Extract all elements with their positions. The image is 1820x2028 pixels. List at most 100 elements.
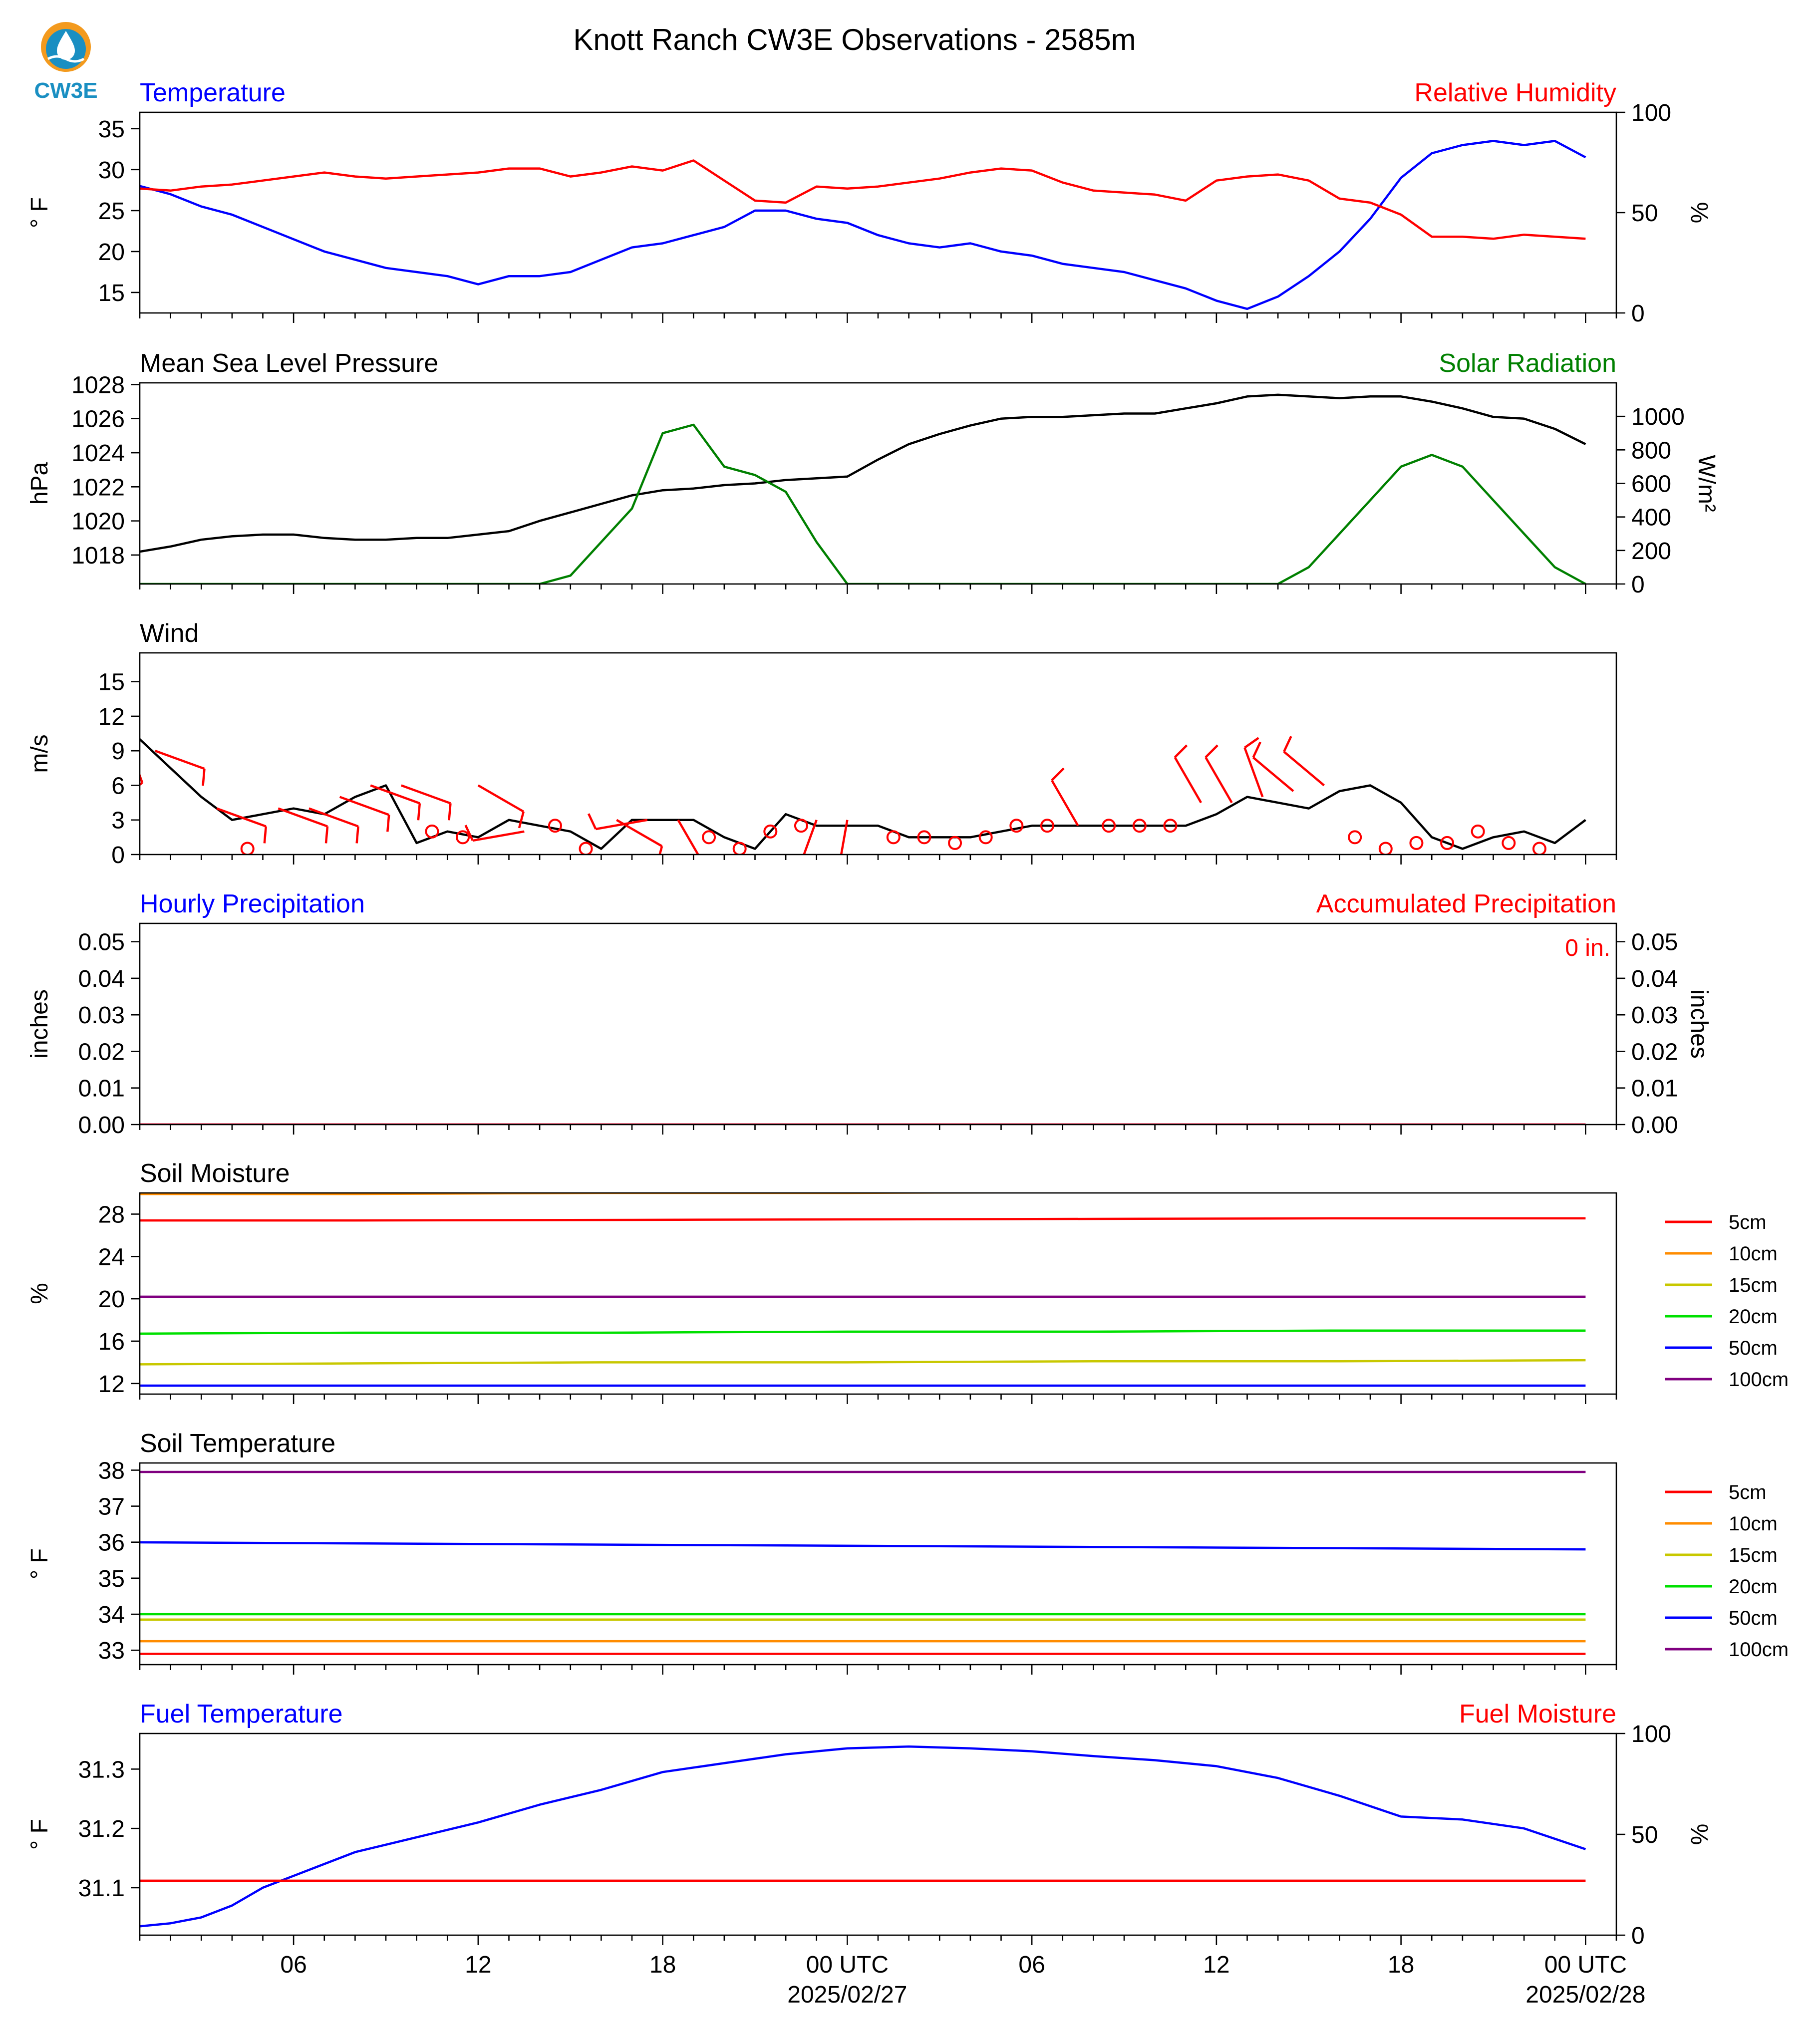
ytick-label-right: 50 — [1631, 200, 1658, 227]
series-line-10cm — [140, 1193, 1586, 1195]
ytick-label-right: 0.00 — [1631, 1112, 1678, 1139]
wind-barb-staff — [803, 819, 818, 855]
series-line-temperature — [140, 140, 1586, 310]
wind-barb-staff — [477, 784, 524, 813]
xtick-label: 00 UTC — [1544, 1952, 1627, 1978]
wind-barb-flag — [202, 768, 206, 786]
wind-barb-staff — [1243, 747, 1264, 798]
series-line-mean-sea-level-pressure — [140, 393, 1586, 554]
wind-barb-staff — [1205, 757, 1233, 804]
ytick-label-left: 35 — [98, 116, 125, 143]
ytick-label-left: 0 — [111, 842, 125, 869]
legend: 5cm 10cm 15cm 20cm 50cm 100cm — [1665, 1211, 1789, 1391]
wind-calm-marker — [1348, 830, 1362, 845]
ytick-label-left: 6 — [111, 773, 125, 799]
wind-barb-staff — [1174, 757, 1203, 804]
ytick-label-right: 50 — [1631, 1822, 1658, 1848]
ytick-label-left: 0.02 — [78, 1039, 125, 1065]
legend-label: 20cm — [1729, 1576, 1778, 1598]
legend-label: 50cm — [1729, 1607, 1778, 1629]
ytick-label-left: 1026 — [71, 406, 125, 433]
wind-calm-marker — [240, 842, 255, 855]
legend-label: 100cm — [1729, 1639, 1789, 1661]
ytick-label-right: 0.01 — [1631, 1076, 1678, 1102]
wind-barb-staff — [596, 819, 648, 831]
wind-barb-staff — [278, 807, 328, 828]
ytick-label-right: 0 — [1631, 300, 1645, 327]
panel-title-right: Accumulated Precipitation — [1316, 889, 1616, 918]
wind-calm-marker — [1009, 819, 1024, 833]
plot-frame — [139, 922, 1617, 1126]
ytick-label-left: 33 — [98, 1638, 125, 1664]
wind-barb-flag — [1252, 741, 1261, 758]
ytick-label-right: 100 — [1631, 100, 1671, 126]
wind-barb-flag — [518, 811, 525, 829]
plot-frame — [139, 382, 1617, 585]
legend-label: 10cm — [1729, 1243, 1778, 1265]
wind-barb — [339, 796, 390, 832]
wind-barb — [1252, 741, 1294, 792]
ytick-label-left: 16 — [98, 1329, 125, 1355]
ytick-label-left: 24 — [98, 1244, 125, 1270]
wind-barb — [1051, 767, 1079, 827]
ylabel-left: % — [26, 1283, 53, 1304]
ytick-label-right: 100 — [1631, 1721, 1671, 1747]
wind-barb-flag — [324, 826, 329, 844]
wind-barb — [216, 807, 267, 844]
wind-calm-marker — [1532, 842, 1546, 855]
ytick-label-left: 20 — [98, 1286, 125, 1313]
wind-barb — [278, 807, 329, 844]
panel-title-left: Mean Sea Level Pressure — [140, 349, 438, 378]
ylabel-left: inches — [26, 989, 53, 1059]
ylabel-right: % — [1686, 202, 1712, 224]
wind-calm-marker — [1102, 819, 1116, 833]
series-group — [140, 1470, 1586, 1655]
wind-barb — [308, 807, 359, 844]
wind-barb-flag — [417, 803, 421, 821]
ylabel-left: ° F — [26, 1548, 53, 1579]
xtick-label: 06 — [1018, 1952, 1045, 1978]
figure-title: Knott Ranch CW3E Observations - 2585m — [573, 23, 1136, 56]
ytick-label-left: 1028 — [71, 372, 125, 398]
ytick-label-left: 0.05 — [78, 929, 125, 956]
wind-calm-marker — [579, 842, 593, 855]
wind-barb — [370, 784, 421, 821]
wind-barb — [1283, 736, 1325, 787]
wind-barb — [803, 819, 818, 855]
wind-barb — [464, 825, 525, 842]
ytick-label-left: 31.1 — [78, 1875, 125, 1902]
water-drop-icon — [57, 31, 75, 60]
xtick-label: 06 — [280, 1952, 306, 1978]
panels: Temperature Relative Humidity152025303505… — [26, 78, 1789, 2008]
ytick-label-left: 38 — [98, 1457, 125, 1484]
wind-calm-marker — [456, 830, 470, 845]
wind-barb — [477, 784, 525, 829]
ytick-label-left: 0.04 — [78, 966, 125, 992]
wind-calm-marker — [917, 830, 931, 845]
panel-wind: Wind 0 3 6 9 12 15 m/s — [26, 619, 1617, 869]
xtick-label: 18 — [1388, 1952, 1414, 1978]
ytick-label-left: 1018 — [71, 543, 125, 569]
ytick-label-left: 3 — [111, 808, 125, 834]
wind-barb-staff — [472, 830, 525, 842]
wind-barb-flag — [1174, 744, 1188, 758]
wind-calm-marker — [548, 819, 562, 833]
wind-calm-marker — [978, 830, 993, 845]
plot-frame — [139, 1192, 1617, 1395]
series-group — [140, 393, 1586, 584]
panel-title-left: Soil Temperature — [140, 1429, 335, 1458]
wind-barb-staff — [308, 807, 359, 828]
xtick-date-label: 2025/02/27 — [787, 1982, 907, 2008]
series-group — [140, 1193, 1586, 1387]
wave-icon — [47, 55, 85, 63]
wind-barb-flag — [1244, 737, 1259, 749]
ytick-label-left: 1024 — [71, 440, 125, 467]
panel-title-left: Soil Moisture — [140, 1159, 290, 1188]
ytick-label-right: 0.04 — [1631, 966, 1678, 992]
wind-barb-flag — [263, 826, 267, 844]
series-line-relative-humidity — [140, 159, 1586, 240]
wind-barb — [587, 813, 648, 831]
wind-calm-marker — [1440, 836, 1455, 850]
ytick-label-left: 0.03 — [78, 1002, 125, 1029]
